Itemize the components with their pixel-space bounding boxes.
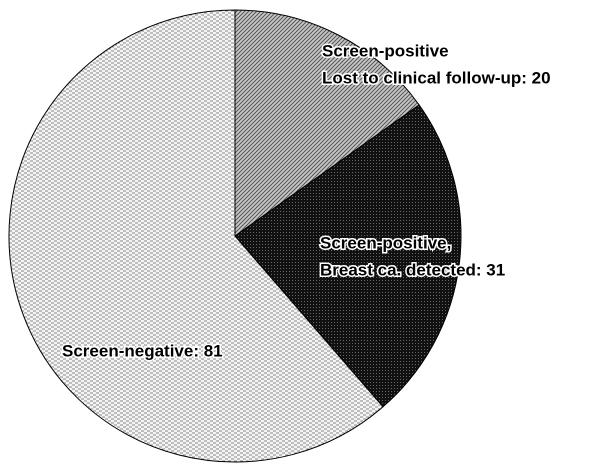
- pie-slice: [234, 104, 462, 408]
- slice-label: Screen-positive: [322, 41, 449, 60]
- pie-slice: [8, 9, 384, 463]
- pie-slice: [234, 9, 420, 237]
- slice-label: Breast ca. detected: 31: [320, 260, 505, 279]
- slice-label: Screen-negative: 81: [62, 341, 223, 360]
- slice-label: Lost to clinical follow-up: 20: [322, 68, 551, 87]
- slice-label: Screen-positive,: [320, 233, 451, 252]
